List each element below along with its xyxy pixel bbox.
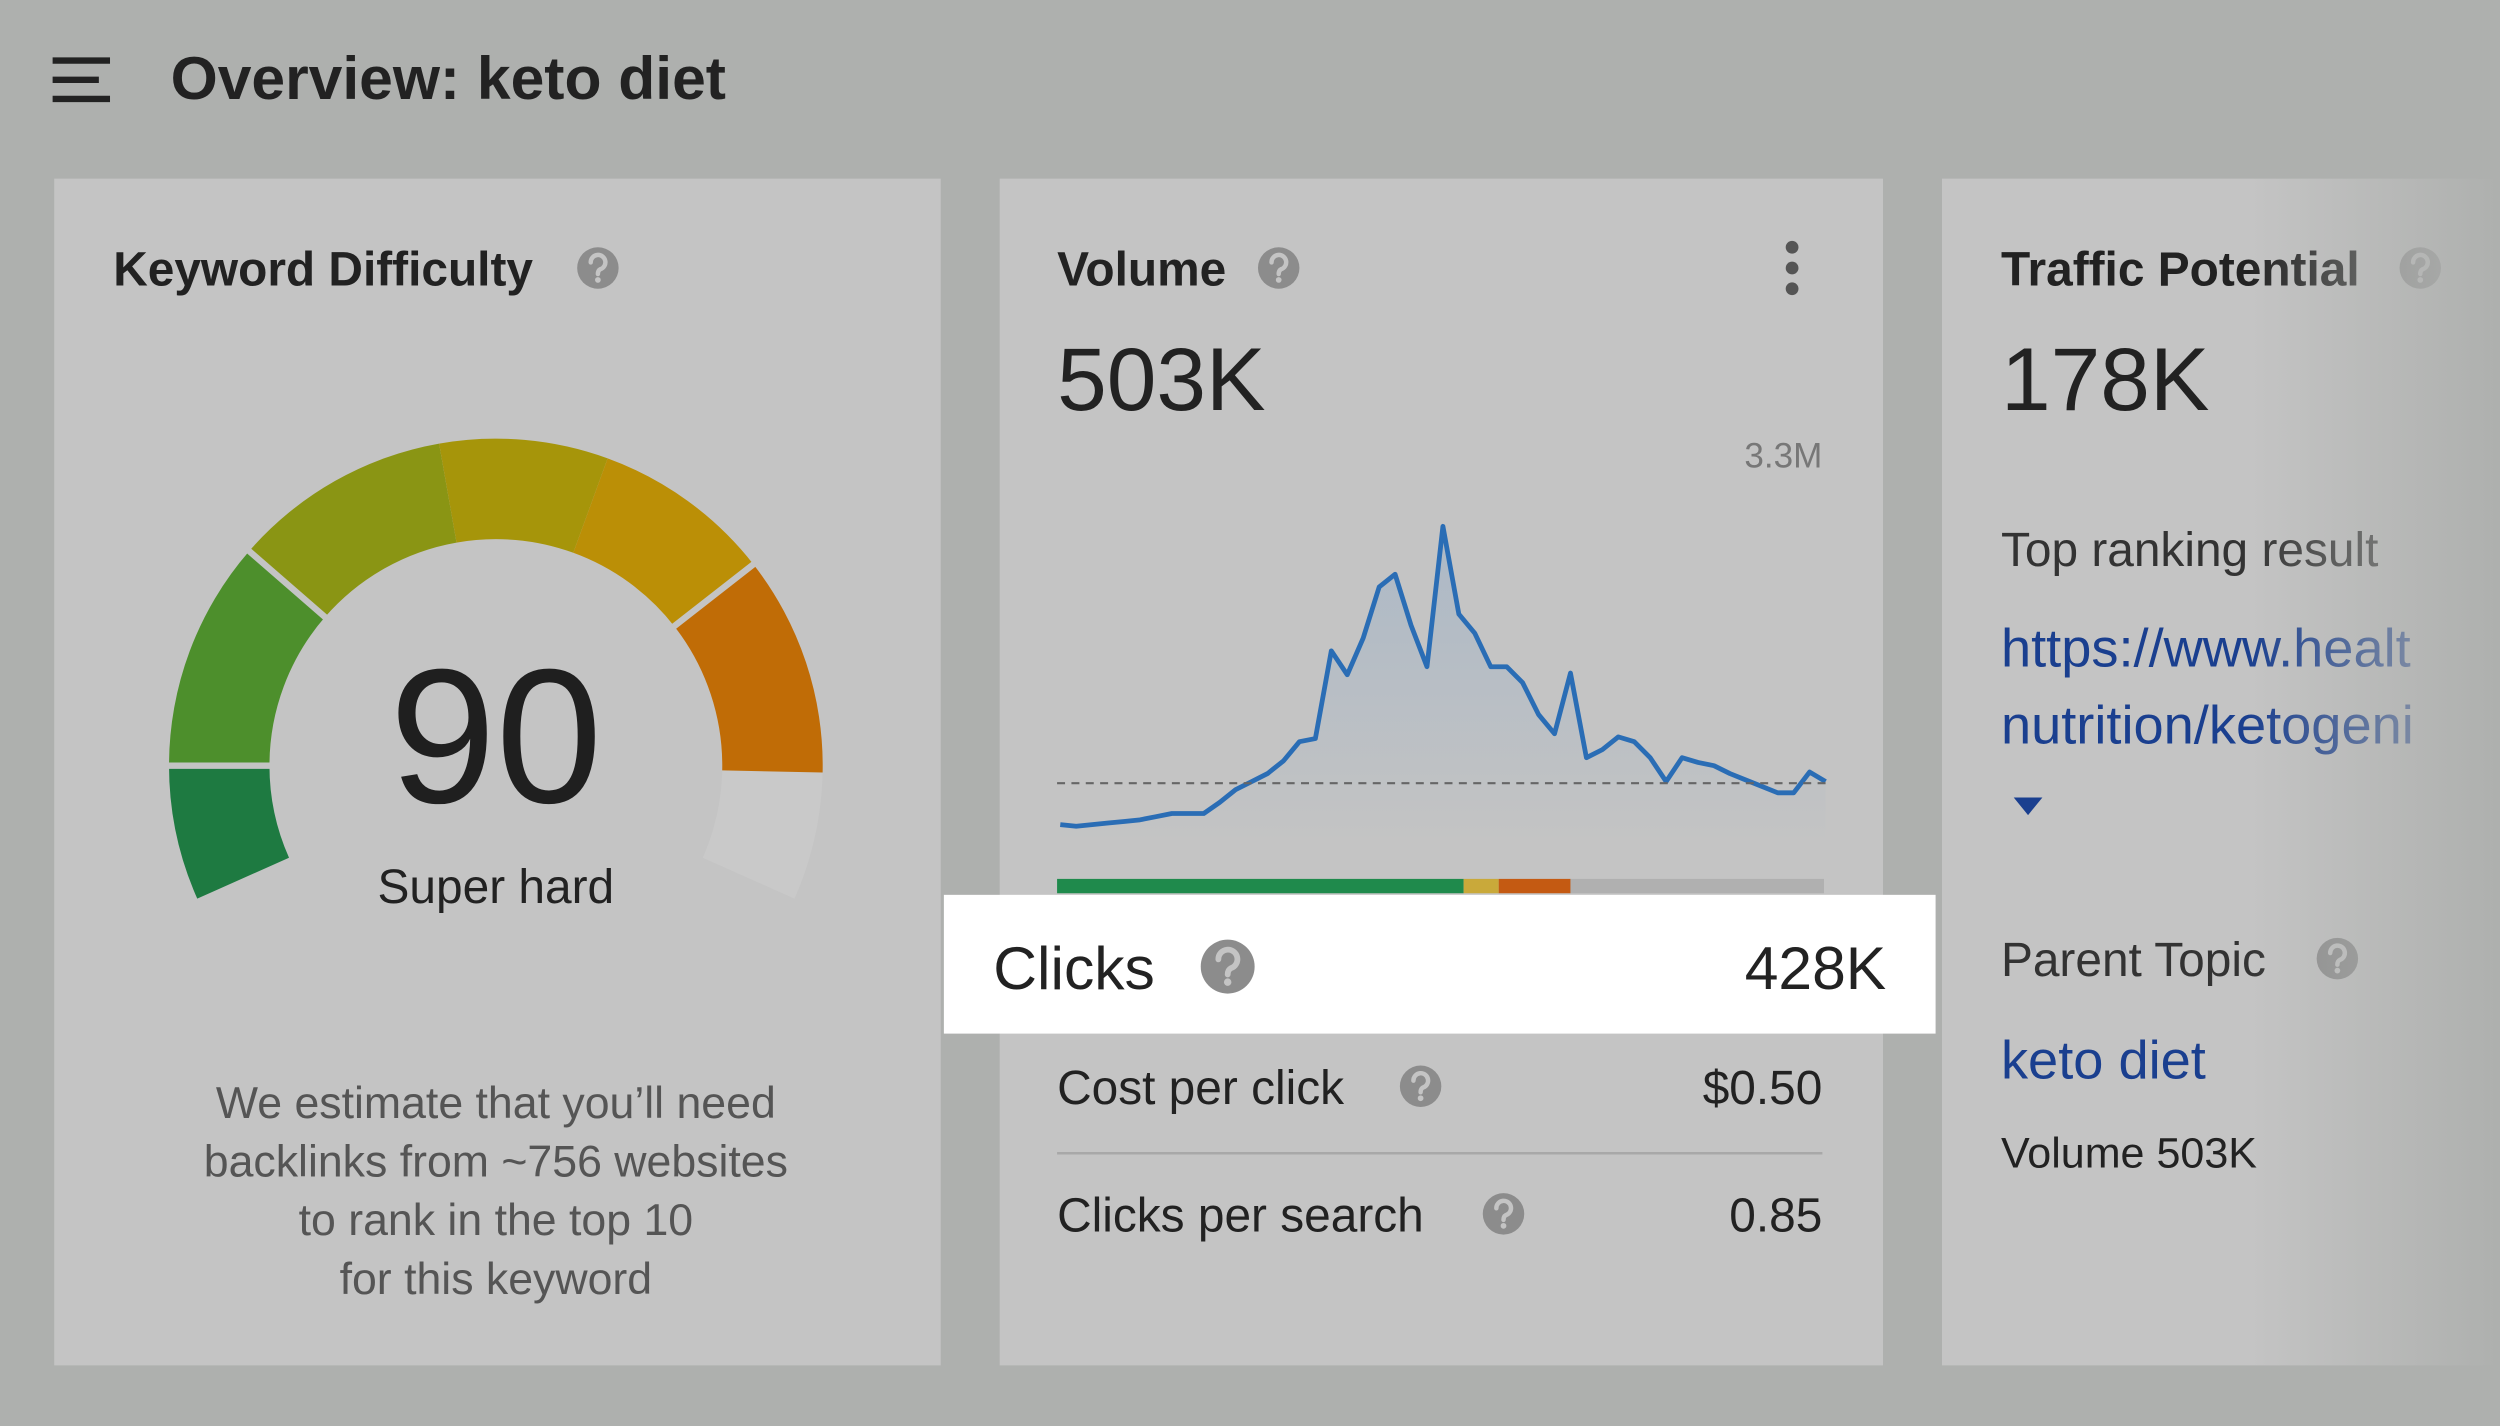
metric-value: 0.85 <box>1729 1189 1822 1242</box>
metric-value: $0.50 <box>1703 1062 1823 1115</box>
help-icon[interactable] <box>577 247 618 288</box>
metric-label: Cost per click <box>1057 1062 1344 1115</box>
gauge-segment <box>169 765 290 899</box>
difficulty-rating: Super hard <box>378 861 615 914</box>
distribution-bar <box>1057 878 1824 894</box>
volume-chart: 3.3M <box>1060 436 1827 846</box>
metric-label: Clicks per search <box>1057 1189 1424 1242</box>
gauge-segment <box>249 443 457 618</box>
fade-overlay <box>2248 159 2500 1426</box>
gauge-segment <box>674 564 823 773</box>
help-icon[interactable] <box>1258 247 1299 288</box>
help-icon[interactable] <box>1201 940 1255 994</box>
difficulty-score: 90 <box>389 629 602 843</box>
gauge-divider <box>669 559 758 631</box>
metric-label: Clicks <box>993 934 1155 1002</box>
parent-volume: Volume 503K <box>2001 1130 2257 1178</box>
gauge <box>165 438 823 899</box>
gauge-segment <box>169 551 325 766</box>
menu-icon[interactable] <box>52 57 111 103</box>
chart-area <box>1060 526 1826 846</box>
description-line: We estimate that you’ll need <box>216 1079 776 1128</box>
y-tick-label: 3.3M <box>1744 436 1822 475</box>
parent-topic-label: Parent Topic <box>2001 934 2266 987</box>
help-icon[interactable] <box>1483 1193 1524 1234</box>
traffic-value: 178K <box>2001 329 2210 429</box>
gauge-segment <box>573 458 754 627</box>
card-title: Volume <box>1057 244 1226 297</box>
metrics: Clicks 428K Cost per click $0.50 Clicks per … <box>993 934 1886 1242</box>
more-menu[interactable] <box>1785 240 1799 296</box>
chart-line <box>1060 523 1827 829</box>
gauge-segment <box>439 438 608 553</box>
metric-value: 428K <box>1745 934 1886 1002</box>
page-title: Overview: keto diet <box>171 44 726 112</box>
description-line: backlinks from ~756 websites <box>204 1138 788 1187</box>
difficulty-description: We estimate that you’ll need backlinks fr… <box>204 1079 788 1304</box>
volume-value: 503K <box>1057 329 1266 429</box>
card-title: Keyword Difficulty <box>113 244 533 297</box>
gauge-divider <box>244 546 330 622</box>
description-line: to rank in the top 10 <box>299 1196 694 1245</box>
expand-arrow[interactable] <box>2013 797 2043 816</box>
parent-topic[interactable]: keto diet <box>2001 1030 2206 1090</box>
help-icon[interactable] <box>1400 1066 1441 1107</box>
description-line: for this keyword <box>340 1255 653 1304</box>
highlight <box>943 894 1936 1034</box>
